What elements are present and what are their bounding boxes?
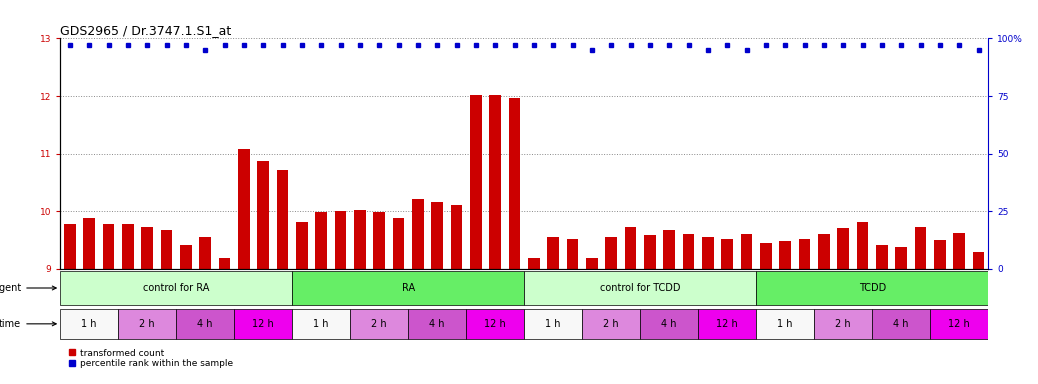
Bar [334,211,347,269]
Bar [780,241,791,269]
Bar [470,95,482,269]
Bar [374,212,385,269]
Bar [872,309,930,339]
Text: 2 h: 2 h [603,319,619,329]
Bar [876,245,887,269]
Bar [528,258,540,269]
Bar [277,170,289,269]
Bar [509,98,520,269]
Text: 1 h: 1 h [777,319,793,329]
Bar [953,233,965,269]
Bar [798,239,811,269]
Text: RA: RA [402,283,415,293]
Bar [466,309,524,339]
Bar [930,309,988,339]
Legend: transformed count, percentile rank within the sample: transformed count, percentile rank withi… [64,345,237,372]
Bar [567,239,578,269]
Bar [741,234,753,269]
Text: 1 h: 1 h [81,319,97,329]
Bar [605,237,617,269]
Text: 1 h: 1 h [313,319,329,329]
Bar [392,218,405,269]
Bar [235,309,292,339]
Bar [856,222,869,269]
Text: 2 h: 2 h [836,319,851,329]
Text: agent: agent [0,283,56,293]
Bar [450,205,462,269]
Bar [118,309,176,339]
Bar [644,235,656,269]
Bar [296,222,307,269]
Bar [350,309,408,339]
Bar [838,228,849,269]
Bar [141,227,153,269]
Bar [161,230,172,269]
Bar [176,309,235,339]
Bar [238,149,250,269]
Text: time: time [0,319,56,329]
Bar [721,239,733,269]
Bar [914,227,926,269]
Text: 2 h: 2 h [139,319,155,329]
Bar [432,202,443,269]
Bar [934,240,946,269]
Bar [354,210,365,269]
Text: control for TCDD: control for TCDD [600,283,681,293]
Bar [412,199,424,269]
Bar [103,224,114,269]
Text: 12 h: 12 h [949,319,971,329]
Text: 4 h: 4 h [430,319,445,329]
Bar [756,271,988,305]
Text: 12 h: 12 h [485,319,507,329]
Bar [316,212,327,269]
Bar [524,271,756,305]
Bar [60,309,118,339]
Bar [257,161,269,269]
Bar [640,309,699,339]
Bar [293,309,350,339]
Text: 2 h: 2 h [372,319,387,329]
Bar [683,234,694,269]
Bar [973,252,984,269]
Text: 1 h: 1 h [545,319,561,329]
Text: GDS2965 / Dr.3747.1.S1_at: GDS2965 / Dr.3747.1.S1_at [60,24,231,37]
Bar [219,258,230,269]
Bar [702,237,714,269]
Bar [293,271,524,305]
Text: 4 h: 4 h [661,319,677,329]
Bar [199,237,211,269]
Text: 4 h: 4 h [197,319,213,329]
Text: 12 h: 12 h [252,319,274,329]
Bar [524,309,582,339]
Bar [180,245,192,269]
Text: TCDD: TCDD [858,283,885,293]
Text: 12 h: 12 h [716,319,738,329]
Bar [64,224,76,269]
Bar [760,243,771,269]
Bar [582,309,640,339]
Bar [663,230,675,269]
Bar [408,309,466,339]
Bar [586,258,598,269]
Bar [60,271,292,305]
Bar [83,218,95,269]
Bar [489,95,501,269]
Bar [699,309,756,339]
Bar [547,237,559,269]
Bar [122,224,134,269]
Bar [818,234,829,269]
Bar [814,309,872,339]
Text: control for RA: control for RA [143,283,210,293]
Text: 4 h: 4 h [894,319,909,329]
Bar [896,247,907,269]
Bar [756,309,814,339]
Bar [625,227,636,269]
